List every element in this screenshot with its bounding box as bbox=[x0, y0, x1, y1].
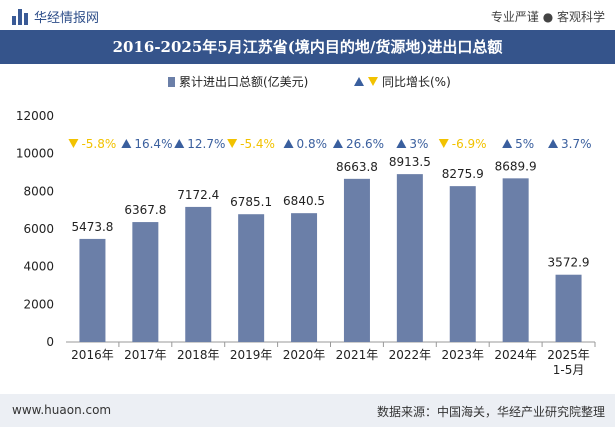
y-tick-label: 6000 bbox=[23, 222, 54, 236]
bar bbox=[132, 222, 159, 342]
growth-up-triangle-icon bbox=[283, 139, 294, 148]
bar bbox=[343, 178, 370, 342]
growth-down-triangle-icon bbox=[68, 139, 79, 148]
x-tick-label: 2017年 bbox=[124, 348, 167, 362]
growth-up-triangle-icon bbox=[502, 139, 513, 148]
bar-value-label: 5473.8 bbox=[71, 220, 113, 234]
y-tick-label: 2000 bbox=[23, 297, 54, 311]
chart-title: 2016-2025年5月江苏省(境内目的地/货源地)进出口总额 bbox=[112, 38, 503, 56]
bar-chart: 累计进出口总额(亿美元) 同比增长(%) 0 2000 4000 6000 8000 1000… bbox=[16, 74, 596, 377]
growth-up-triangle-icon bbox=[174, 139, 185, 148]
legend-bar-swatch bbox=[168, 77, 175, 87]
bar bbox=[502, 178, 529, 342]
legend-down-triangle-icon bbox=[368, 77, 378, 86]
bar-value-label: 6840.5 bbox=[283, 194, 325, 208]
growth-label: 3.7% bbox=[561, 137, 592, 151]
data-source: 数据来源：中国海关，华经产业研究院整理 bbox=[376, 405, 605, 419]
legend-up-triangle-icon bbox=[354, 77, 364, 86]
bar-value-label: 6785.1 bbox=[230, 195, 272, 209]
brand: 华经情报网 bbox=[12, 7, 99, 26]
x-tick-label: 2019年 bbox=[230, 348, 273, 362]
growth-label: 5% bbox=[515, 137, 534, 151]
x-tick-label: 2018年 bbox=[177, 348, 220, 362]
brand-logo-icon bbox=[12, 8, 28, 25]
legend-bar-label: 累计进出口总额(亿美元) bbox=[179, 74, 308, 89]
growth-label: -5.8% bbox=[81, 137, 116, 151]
y-tick-label: 8000 bbox=[23, 184, 54, 198]
title-bar: 2016-2025年5月江苏省(境内目的地/货源地)进出口总额 bbox=[0, 30, 615, 64]
x-tick-label: 2021年 bbox=[336, 348, 379, 362]
bar bbox=[185, 206, 212, 342]
bar-value-label: 8663.8 bbox=[336, 160, 378, 174]
bar bbox=[238, 214, 265, 342]
bar-value-label: 7172.4 bbox=[177, 188, 219, 202]
growth-label: -5.4% bbox=[240, 137, 275, 151]
website-link[interactable]: www.huaon.com bbox=[12, 403, 112, 417]
growth-up-triangle-icon bbox=[332, 139, 343, 148]
bar-value-label: 8913.5 bbox=[389, 155, 431, 169]
growth-up-triangle-icon bbox=[121, 139, 132, 148]
legend-growth-label: 同比增长(%) bbox=[382, 75, 451, 89]
bar-value-label: 8689.9 bbox=[495, 159, 537, 173]
x-tick-label: 2025年 bbox=[547, 348, 590, 362]
footer: www.huaon.com 数据来源：中国海关，华经产业研究院整理 bbox=[0, 394, 615, 427]
x-tick-label: 1-5月 bbox=[553, 363, 585, 377]
top-bar: 华经情报网 专业严谨 ● 客观科学 bbox=[0, 0, 615, 30]
y-tick-label: 12000 bbox=[16, 109, 54, 123]
growth-label: 0.8% bbox=[297, 137, 328, 151]
y-tick-label: 10000 bbox=[16, 147, 54, 161]
growth-label: 3% bbox=[409, 137, 428, 151]
x-tick-label: 2016年 bbox=[71, 348, 114, 362]
growth-label: 16.4% bbox=[134, 137, 172, 151]
bar bbox=[291, 213, 318, 342]
growth-label: 12.7% bbox=[187, 137, 225, 151]
brand-name: 华经情报网 bbox=[34, 11, 100, 26]
bar bbox=[555, 274, 582, 342]
bar-value-label: 3572.9 bbox=[548, 256, 590, 270]
growth-down-triangle-icon bbox=[438, 139, 449, 148]
bar-value-label: 6367.8 bbox=[124, 203, 166, 217]
bar bbox=[396, 174, 423, 342]
bar bbox=[449, 186, 476, 342]
x-tick-label: 2023年 bbox=[441, 348, 484, 362]
growth-up-triangle-icon bbox=[548, 139, 559, 148]
growth-label: -6.9% bbox=[452, 137, 487, 151]
y-tick-label: 4000 bbox=[23, 260, 54, 274]
x-tick-label: 2024年 bbox=[494, 348, 537, 362]
growth-down-triangle-icon bbox=[227, 139, 238, 148]
y-tick-label: 0 bbox=[46, 335, 54, 349]
bar-value-label: 8275.9 bbox=[442, 167, 484, 181]
x-tick-label: 2020年 bbox=[283, 348, 326, 362]
growth-label: 26.6% bbox=[346, 137, 384, 151]
x-tick-label: 2022年 bbox=[389, 348, 432, 362]
bar bbox=[79, 238, 106, 342]
growth-up-triangle-icon bbox=[396, 139, 407, 148]
tagline: 专业严谨 ● 客观科学 bbox=[490, 10, 605, 24]
